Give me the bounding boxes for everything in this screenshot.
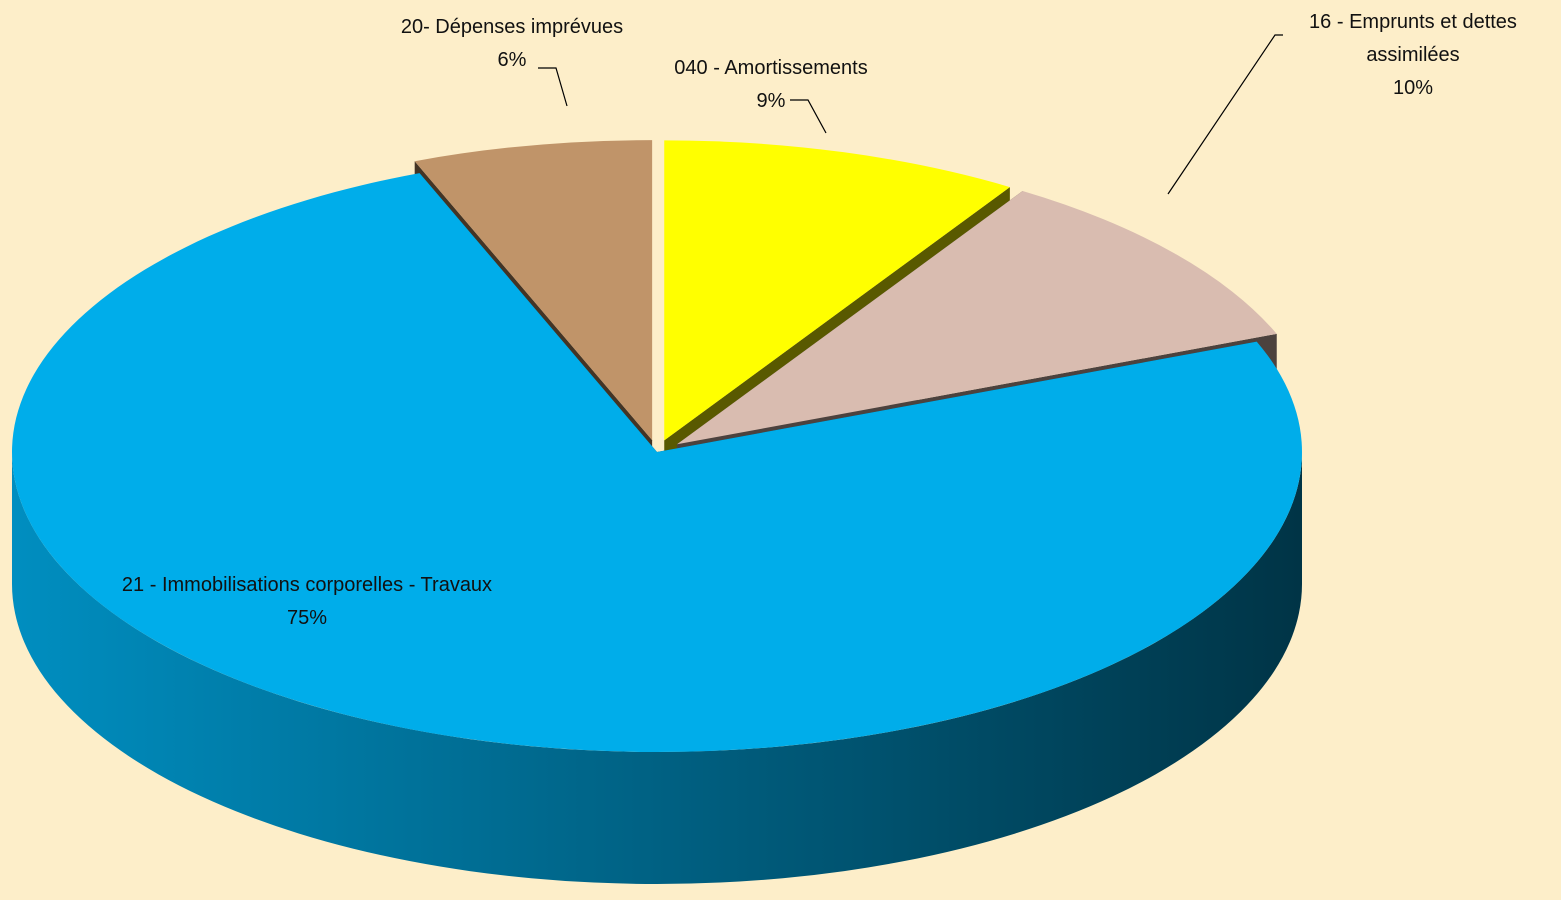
leader-line [538,67,568,107]
pie-slice [414,140,653,441]
category-label: 16 - Emprunts et dettes assimilées [1309,11,1517,66]
value-label: 6% [497,49,527,71]
category-label: 040 - Amortissements [674,57,868,79]
pie-slice [677,190,1277,445]
category-label: 20- Dépenses imprévues [400,16,624,38]
data-label: 20- Dépenses imprévues 6% [362,11,662,77]
leader-line [1167,34,1283,195]
pie-slice [664,140,1010,441]
value-label: 75% [286,607,328,629]
value-label: 9% [756,90,786,112]
data-label: 040 - Amortissements 9% [641,52,901,118]
category-label: 21 - Immobilisations corporelles - Trava… [121,574,493,596]
data-label: 16 - Emprunts et dettes assimilées 10% [1283,6,1543,105]
slice-side [12,452,1302,884]
pie-slice [12,173,1303,753]
value-label: 10% [1392,77,1434,99]
data-label: 21 - Immobilisations corporelles - Trava… [97,569,517,635]
leader-line [790,99,827,134]
